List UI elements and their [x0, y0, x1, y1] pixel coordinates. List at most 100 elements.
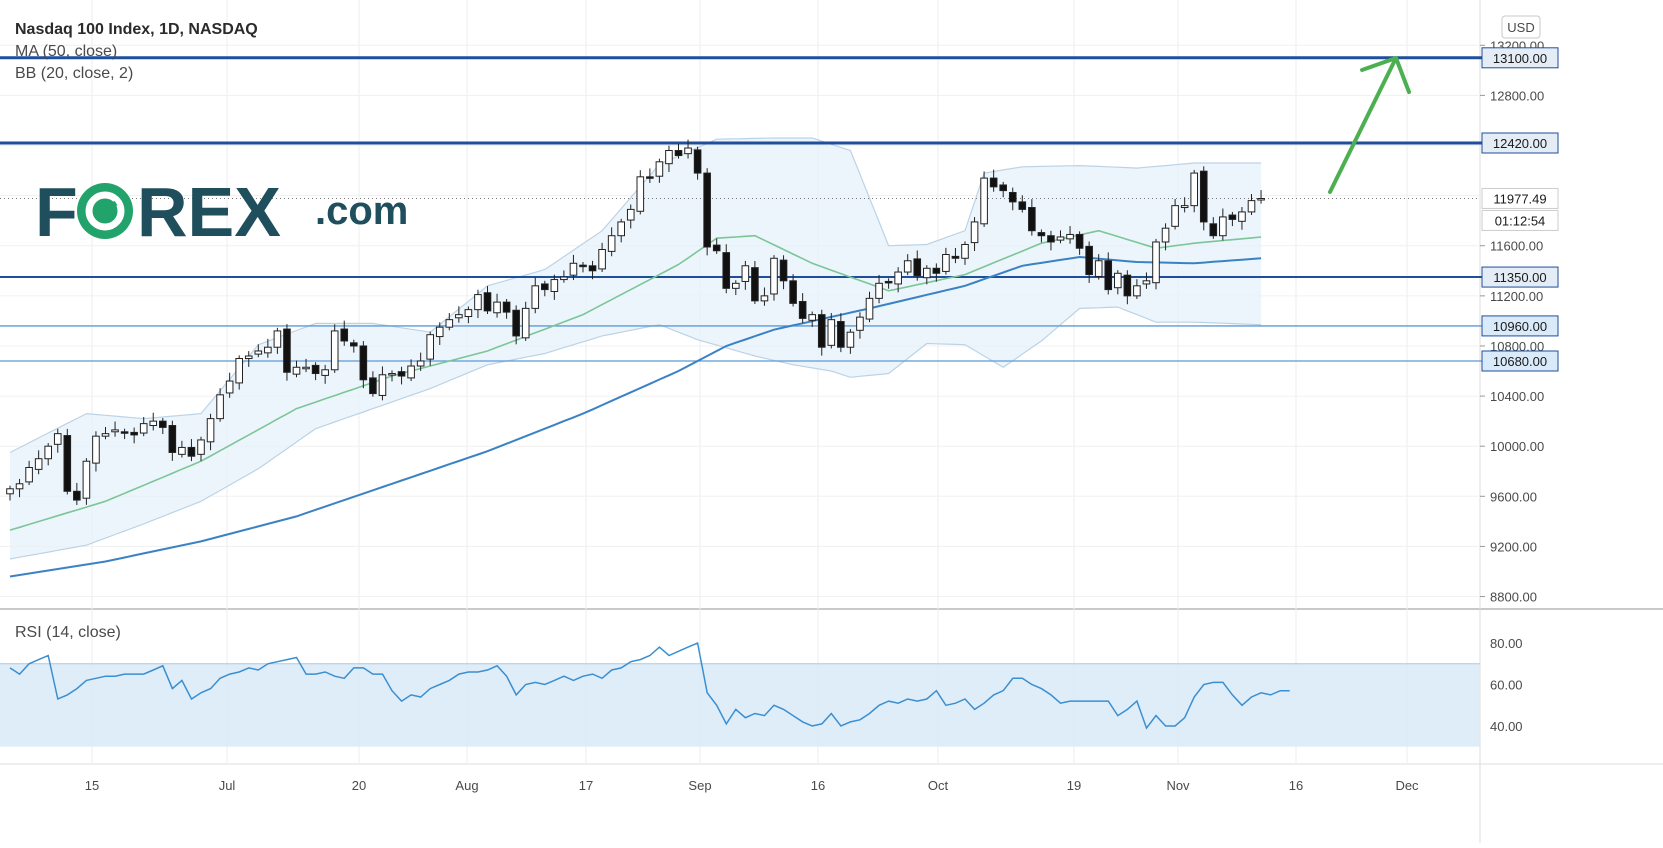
candle — [6, 485, 14, 501]
candle — [903, 254, 912, 276]
candle — [1094, 254, 1103, 280]
candle — [244, 351, 253, 367]
candle — [846, 329, 855, 354]
candle — [980, 171, 988, 227]
candle — [1161, 223, 1170, 251]
bb-indicator-label[interactable]: BB (20, close, 2) — [15, 65, 133, 82]
candle — [760, 287, 769, 306]
x-tick-label: Dec — [1395, 778, 1419, 793]
time-axis[interactable]: 15 Jul 20 Aug 17 Sep 16 Oct 19 Nov 16 Dec — [85, 778, 1419, 793]
candle — [92, 431, 100, 472]
candle — [741, 260, 750, 290]
candlesticks[interactable] — [6, 139, 1265, 505]
candle — [73, 482, 81, 505]
candle — [951, 247, 960, 264]
candle — [817, 309, 826, 356]
candle — [1047, 230, 1055, 251]
candle — [1056, 230, 1065, 244]
candle — [827, 313, 836, 349]
candle — [464, 306, 473, 324]
candle — [63, 428, 72, 495]
ma-indicator-label[interactable]: MA (50, close) — [15, 43, 117, 60]
candle — [655, 158, 664, 183]
candle — [483, 286, 492, 315]
level-badge — [1481, 315, 1559, 337]
candle — [646, 168, 654, 183]
candle — [34, 450, 43, 475]
price-badges: 13100.00 12420.00 11350.00 10960.00 10680.00… — [1481, 47, 1559, 372]
candle — [1008, 187, 1017, 211]
candle — [1171, 199, 1179, 230]
arrow-head — [1360, 56, 1411, 94]
candle — [273, 327, 282, 354]
candle — [474, 289, 482, 319]
candle — [15, 478, 24, 498]
rsi-tick-label: 80.00 — [1490, 636, 1523, 651]
candle — [369, 371, 377, 397]
candle — [989, 169, 998, 192]
candle — [225, 372, 234, 398]
candle — [770, 255, 778, 301]
candle — [521, 301, 530, 341]
candle — [1257, 190, 1265, 204]
logo-dotcom: .com — [315, 189, 408, 233]
candle — [970, 217, 979, 251]
bollinger-band-fill — [9, 137, 1262, 560]
candle — [598, 242, 606, 273]
candle — [82, 458, 91, 505]
candle — [1075, 231, 1084, 255]
candle — [884, 278, 893, 289]
last-price-label: 11977.49 — [1493, 191, 1546, 206]
x-tick-label: Jul — [219, 778, 236, 793]
candle — [665, 145, 673, 173]
candle — [235, 355, 243, 390]
candle — [617, 218, 626, 243]
candle — [1018, 195, 1027, 213]
candle — [1066, 226, 1074, 244]
candle — [1247, 193, 1256, 216]
arrow-shaft — [1328, 60, 1396, 194]
candle — [1152, 238, 1160, 290]
rsi-indicator-label[interactable]: RSI (14, close) — [15, 624, 121, 641]
candle — [1133, 279, 1141, 299]
currency-label: USD — [1507, 20, 1534, 35]
candle — [149, 412, 158, 431]
rsi-axis[interactable]: 80.00 60.00 40.00 — [1490, 636, 1523, 734]
candle — [445, 313, 454, 331]
candle — [942, 247, 950, 275]
candle — [684, 139, 692, 159]
candle — [712, 238, 721, 254]
candle — [1028, 199, 1036, 236]
candle — [130, 427, 138, 444]
price-axis[interactable]: 13200.0012800.0011600.0011200.0010800.00… — [1480, 38, 1544, 605]
last-price-badge — [1481, 187, 1559, 209]
candle — [1085, 241, 1093, 283]
candle — [493, 293, 501, 318]
logo-f: F — [35, 173, 78, 251]
level-badge — [1481, 266, 1559, 288]
candle — [321, 364, 329, 384]
level-badge — [1481, 350, 1559, 372]
candle — [932, 263, 941, 282]
candle — [311, 362, 320, 381]
candle — [1199, 166, 1208, 231]
candle — [1228, 211, 1237, 227]
candle — [1219, 208, 1227, 241]
candle — [340, 320, 349, 346]
candle — [407, 359, 415, 382]
y-tick-label: 9600.00 — [1490, 489, 1537, 504]
level-badge-label: 12420.00 — [1493, 136, 1547, 151]
candle — [531, 277, 540, 314]
candle — [512, 305, 520, 345]
currency-button[interactable] — [1501, 15, 1541, 39]
candle — [502, 298, 511, 319]
candle — [416, 352, 425, 371]
candle — [1209, 217, 1218, 239]
candle — [120, 428, 129, 440]
candle — [626, 204, 635, 229]
candle — [636, 170, 645, 215]
candle — [808, 311, 817, 327]
candle — [569, 254, 578, 281]
candle — [292, 360, 301, 378]
